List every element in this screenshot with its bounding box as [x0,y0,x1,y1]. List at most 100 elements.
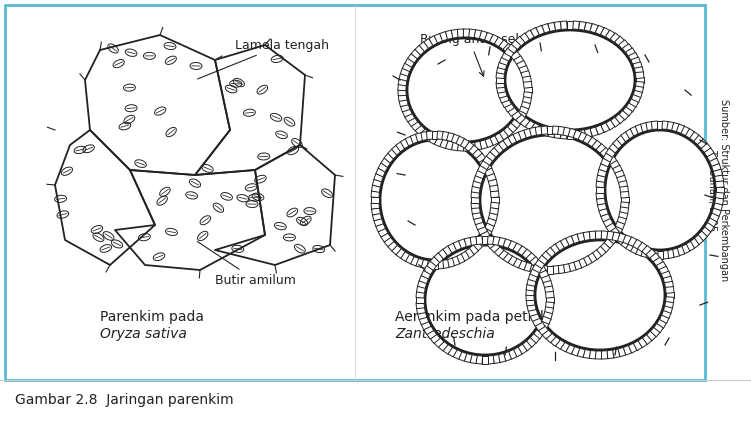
Bar [665,301,674,309]
Bar [459,351,467,361]
Bar [400,139,409,149]
Bar [405,58,415,67]
Bar [629,52,638,61]
Bar [371,202,379,209]
Bar [707,153,717,162]
Bar [642,245,652,255]
Bar [596,144,606,153]
Bar [662,121,668,129]
Bar [445,30,454,39]
Bar [419,316,429,325]
Bar [526,299,535,306]
Bar [472,181,481,188]
Bar [496,77,504,83]
Bar [511,40,521,50]
Bar [542,251,552,261]
Bar [400,104,410,112]
Bar [460,139,469,149]
Bar [442,131,449,140]
Bar [578,132,587,142]
Bar [517,246,527,256]
Bar [604,151,614,161]
Bar [713,169,722,177]
Bar [396,142,406,152]
Bar [396,248,406,258]
Bar [541,126,547,134]
Bar [427,261,437,271]
Bar [522,249,532,259]
Bar [590,127,598,137]
Bar [651,121,658,129]
Bar [456,136,465,146]
Bar [547,266,553,274]
Bar [557,126,565,135]
Bar [482,236,488,244]
Bar [628,343,637,353]
Bar [519,65,529,74]
Bar [681,126,689,136]
Bar [701,143,711,153]
Bar [677,124,685,134]
Bar [630,126,639,136]
Bar [560,131,567,139]
Bar [626,48,635,57]
Bar [609,227,619,237]
Bar [419,275,429,284]
Bar [527,279,536,286]
Bar [430,257,440,266]
Bar [448,243,457,253]
Bar [529,264,537,273]
Bar [523,81,532,88]
Bar [562,264,571,273]
Bar [421,259,428,268]
Bar [557,265,565,273]
Bar [600,28,610,37]
Bar [479,232,489,242]
Bar [487,151,496,161]
Bar [524,262,532,272]
Bar [399,73,409,81]
Bar [419,42,429,52]
Text: Zantredeschia: Zantredeschia [395,327,495,341]
Bar [399,99,409,107]
Bar [650,327,660,337]
Bar [424,39,433,48]
Bar [601,231,608,239]
Ellipse shape [605,130,715,250]
Bar [448,347,457,357]
Bar [657,251,663,259]
Bar [651,251,658,259]
Bar [415,125,425,135]
Bar [629,99,638,108]
Bar [470,237,478,245]
Bar [523,76,532,84]
Bar [476,237,486,247]
Bar [376,168,385,177]
Bar [710,213,719,222]
Bar [456,254,465,264]
Bar [689,238,699,248]
Bar [474,175,483,184]
Bar [681,244,689,254]
Bar [600,123,610,133]
Bar [541,316,551,325]
Bar [641,248,648,257]
Bar [378,163,388,172]
Bar [494,246,504,256]
Bar [498,353,505,363]
Bar [542,127,550,137]
Bar [715,198,723,205]
Bar [479,158,489,167]
Bar [626,129,635,139]
Bar [596,231,602,239]
Bar [398,89,406,96]
Bar [535,126,542,135]
Bar [535,259,545,268]
Bar [471,192,479,198]
Bar [384,237,394,247]
Bar [398,79,407,86]
Bar [650,253,660,262]
Bar [513,347,522,357]
Bar [663,276,672,284]
Bar [469,29,475,38]
